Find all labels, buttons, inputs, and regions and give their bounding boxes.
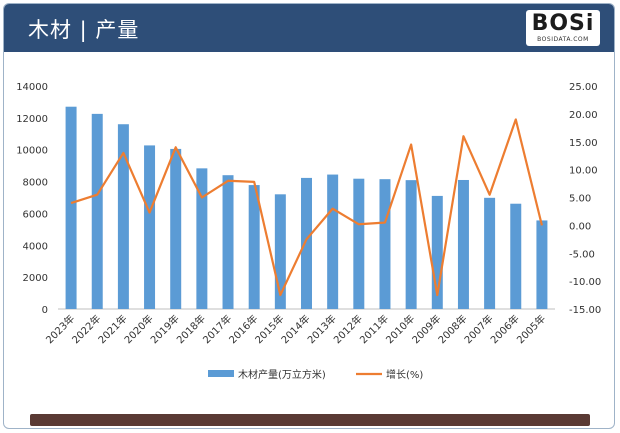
bar: [431, 195, 443, 309]
y-left-tick-label: 8000: [23, 178, 48, 189]
bar: [117, 124, 129, 309]
y-left-tick-label: 14000: [16, 82, 48, 93]
y-right-tick-label: -5.00: [569, 249, 595, 260]
bar: [170, 148, 182, 309]
bar: [327, 174, 339, 309]
brand-logo: BOSi BOSIDATA.COM: [526, 10, 600, 46]
bar: [144, 145, 156, 309]
y-right-tick-label: 0.00: [569, 221, 591, 232]
bar: [301, 177, 312, 309]
y-left-tick-label: 0: [42, 305, 48, 316]
y-right-tick-label: 25.00: [569, 82, 598, 93]
bar: [405, 180, 417, 309]
y-left-tick-label: 6000: [23, 209, 48, 220]
legend-bar-label: 木材产量(万立方米): [238, 368, 326, 381]
y-right-tick-label: -10.00: [569, 277, 601, 288]
y-right-tick-label: -15.00: [569, 305, 601, 316]
y-left-tick-label: 12000: [16, 114, 48, 125]
bar: [457, 179, 469, 309]
bar: [274, 194, 286, 309]
bar: [91, 113, 103, 309]
logo-text: BOSi: [531, 11, 595, 36]
bar: [353, 178, 365, 309]
bar: [510, 203, 522, 309]
y-left-tick-label: 10000: [16, 146, 48, 157]
growth-line: [70, 118, 543, 297]
bar: [536, 220, 548, 309]
page-title: 木材 | 产量: [28, 18, 140, 42]
y-left-tick-label: 4000: [23, 241, 48, 252]
logo-subtext: BOSIDATA.COM: [537, 36, 589, 43]
y-right-tick-label: 5.00: [569, 194, 591, 205]
bar: [379, 179, 391, 309]
legend-bar-swatch: [208, 370, 234, 377]
header-bar: 木材 | 产量 BOSi BOSIDATA.COM: [4, 4, 614, 52]
bar: [196, 168, 208, 309]
bar: [248, 185, 260, 309]
y-right-tick-label: 20.00: [569, 110, 598, 121]
x-tick-label: 2005年: [514, 312, 548, 346]
legend-line-label: 增长(%): [386, 368, 423, 381]
y-right-tick-label: 10.00: [569, 166, 598, 177]
y-left-tick-label: 2000: [23, 273, 48, 284]
bar: [65, 106, 77, 309]
bar: [484, 197, 496, 309]
bar: [222, 175, 234, 309]
y-right-tick-label: 15.00: [569, 138, 598, 149]
footer-bar: [30, 414, 590, 426]
